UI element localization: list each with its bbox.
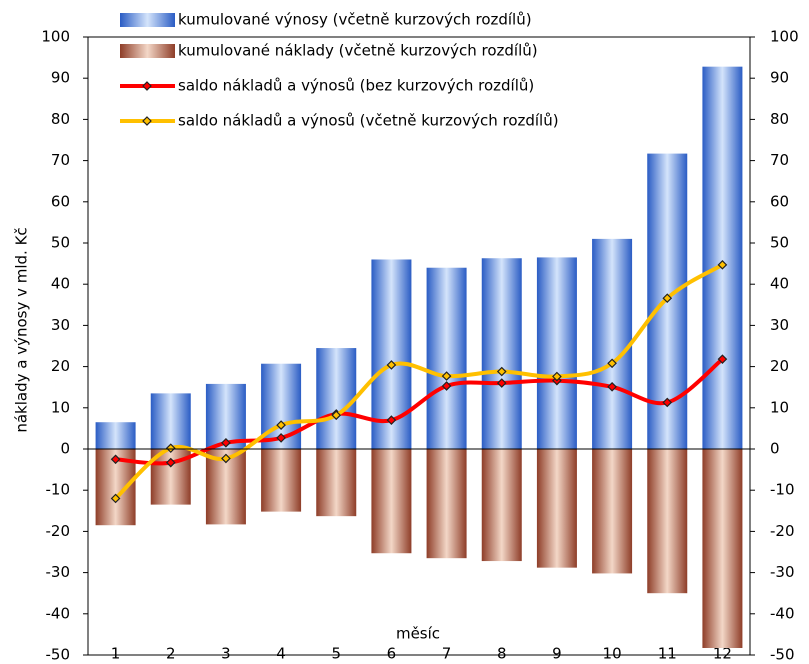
y-axis-label: náklady a výnosy v mld. Kč [13, 227, 31, 432]
y2-tick-label: 10 [770, 398, 789, 416]
y2-tick-label: 20 [770, 357, 789, 375]
y-tick-label: 70 [51, 151, 70, 169]
x-tick-label: 7 [442, 645, 452, 661]
marker [276, 420, 286, 430]
y-tick-label: -40 [46, 604, 71, 622]
bar [371, 449, 412, 554]
legend-marker [142, 116, 152, 126]
marker [496, 366, 507, 377]
bar [647, 449, 688, 594]
marker [276, 433, 286, 443]
x-tick-label: 6 [387, 645, 397, 661]
x-tick-label: 3 [221, 645, 231, 661]
x-tick-label: 11 [658, 645, 677, 661]
bar [592, 238, 633, 449]
y2-tick-label: 60 [770, 192, 789, 210]
y-tick-label: 60 [51, 192, 70, 210]
bar [536, 257, 577, 449]
y2-tick-label: -40 [770, 604, 795, 622]
y-tick-label: 100 [41, 28, 70, 46]
plot-frame [87, 36, 751, 656]
y2-tick-label: -30 [770, 563, 795, 581]
y-tick-label: 40 [51, 275, 70, 293]
marker [607, 381, 617, 392]
bar [95, 422, 136, 449]
marker [552, 371, 562, 382]
y2-tick-label: 70 [770, 151, 789, 169]
bar [536, 449, 577, 568]
x-tick-label: 4 [276, 645, 286, 661]
y-tick-label: 80 [51, 110, 70, 128]
legend-label: kumulované náklady (včetně kurzových roz… [178, 42, 538, 60]
y-tick-label: -20 [46, 522, 71, 540]
x-tick-label: 1 [111, 645, 121, 661]
x-tick-label: 8 [497, 645, 507, 661]
bar [481, 449, 522, 562]
marker [441, 381, 452, 391]
legend-label: saldo nákladů a výnosů (bez kurzových ro… [178, 77, 534, 95]
marker [110, 493, 121, 504]
legend-swatch [120, 44, 175, 58]
y2-tick-label: 80 [770, 110, 789, 128]
marker [331, 410, 342, 421]
y-tick-label: -50 [46, 646, 71, 661]
legend-marker [142, 81, 152, 91]
marker [165, 457, 176, 468]
y-tick-label: -30 [46, 563, 71, 581]
line [114, 263, 724, 500]
y-tick-label: 10 [51, 398, 70, 416]
bar [316, 449, 357, 517]
marker [717, 259, 728, 270]
marker [221, 453, 231, 464]
marker [496, 378, 507, 388]
y2-tick-label: 100 [770, 28, 799, 46]
marker [386, 360, 397, 370]
x-tick-label: 10 [603, 645, 622, 661]
x-tick-label: 2 [166, 645, 176, 661]
marker [441, 371, 452, 381]
legend-label: saldo nákladů a výnosů (včetně kurzových… [178, 112, 559, 130]
y2-tick-label: 40 [770, 275, 789, 293]
bar [261, 449, 302, 512]
y-tick-label: 50 [51, 234, 70, 252]
bar [702, 66, 743, 449]
x-tick-label: 12 [713, 645, 732, 661]
bar [316, 348, 357, 449]
marker [386, 415, 397, 426]
bar [150, 393, 191, 449]
y-tick-label: 90 [51, 69, 70, 87]
y2-tick-label: -10 [770, 481, 795, 499]
marker [662, 397, 673, 408]
y-tick-label: 30 [51, 316, 70, 334]
bar [702, 449, 743, 648]
y2-tick-label: 30 [770, 316, 789, 334]
marker [717, 354, 728, 365]
marker [662, 293, 673, 304]
marker [607, 358, 617, 369]
y2-tick-label: 0 [770, 440, 780, 458]
legend-label: kumulované výnosy (včetně kurzových rozd… [178, 11, 532, 29]
marker [165, 443, 176, 454]
x-tick-label: 5 [331, 645, 341, 661]
bar [592, 449, 633, 574]
y-tick-label: 20 [51, 357, 70, 375]
bar [481, 258, 522, 449]
marker [110, 454, 121, 465]
x-axis-label: měsíc [396, 625, 440, 643]
x-tick-label: 9 [552, 645, 562, 661]
y2-tick-label: 90 [770, 69, 789, 87]
bar [426, 267, 467, 449]
y-tick-label: 0 [60, 440, 70, 458]
y2-tick-label: 50 [770, 234, 789, 252]
y2-tick-label: -50 [770, 646, 795, 661]
y2-tick-label: -20 [770, 522, 795, 540]
legend-swatch [120, 13, 175, 27]
bar [426, 449, 467, 559]
y-tick-label: -10 [46, 481, 71, 499]
marker [221, 437, 231, 448]
